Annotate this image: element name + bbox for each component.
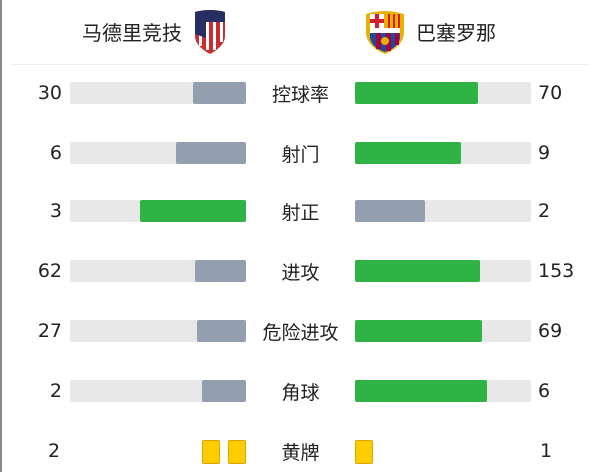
away-bar-track xyxy=(355,82,531,104)
yellow-card-icon xyxy=(355,440,373,464)
home-value: 2 xyxy=(48,440,61,462)
barcelona-crest-icon xyxy=(366,11,404,54)
stat-row: 30 控球率 70 xyxy=(0,78,600,108)
away-bar-fill xyxy=(355,260,481,282)
away-bar-track xyxy=(355,320,531,342)
away-value: 9 xyxy=(538,142,551,164)
stat-label: 控球率 xyxy=(271,84,329,106)
home-bar-track xyxy=(70,142,246,164)
away-bar-fill xyxy=(355,200,426,222)
away-team-name: 巴塞罗那 xyxy=(416,20,496,45)
away-bar-track xyxy=(355,200,531,222)
stat-row: 2 角球 6 xyxy=(0,376,600,406)
away-bar-fill xyxy=(355,82,479,104)
home-value: 3 xyxy=(49,200,62,222)
home-bar-track xyxy=(70,200,246,222)
home-bar-track xyxy=(70,260,246,282)
yellow-card-icon xyxy=(202,440,220,464)
away-bar-fill xyxy=(355,320,482,342)
stat-label: 射门 xyxy=(281,144,320,166)
stat-row: 3 射正 2 xyxy=(0,196,600,226)
away-bar-track xyxy=(355,380,531,402)
home-value: 27 xyxy=(37,320,62,342)
home-bar-fill xyxy=(193,82,246,104)
stat-label: 进攻 xyxy=(281,262,320,284)
away-bar-track xyxy=(355,142,531,164)
away-value: 2 xyxy=(538,200,551,222)
home-value: 6 xyxy=(49,142,62,164)
away-value: 1 xyxy=(540,440,553,462)
atletico-crest-icon xyxy=(195,10,225,54)
stat-label: 危险进攻 xyxy=(262,322,339,344)
home-value: 2 xyxy=(49,380,62,402)
away-value: 69 xyxy=(538,320,563,342)
home-team[interactable]: 马德里竞技 xyxy=(82,8,228,54)
stat-row: 62 进攻 153 xyxy=(0,256,600,286)
home-bar-fill xyxy=(202,380,246,402)
away-bar-track xyxy=(355,260,531,282)
away-team[interactable]: 巴塞罗那 xyxy=(362,8,496,54)
left-edge xyxy=(0,0,2,472)
stat-row-yellow-cards: 2 黄牌 1 xyxy=(0,436,600,466)
home-bar-track xyxy=(70,320,246,342)
away-bar-fill xyxy=(355,142,461,164)
stat-row: 6 射门 9 xyxy=(0,138,600,168)
yellow-card-icon xyxy=(228,440,246,464)
away-bar-fill xyxy=(355,380,487,402)
divider xyxy=(12,64,588,65)
home-bar-fill xyxy=(196,320,246,342)
away-value: 6 xyxy=(538,380,551,402)
home-bar-track xyxy=(70,82,246,104)
away-value: 153 xyxy=(538,260,575,282)
stat-label: 射正 xyxy=(281,202,320,224)
home-bar-track xyxy=(70,380,246,402)
away-value: 70 xyxy=(538,82,563,104)
home-team-name: 马德里竞技 xyxy=(82,20,182,45)
home-bar-fill xyxy=(175,142,246,164)
stat-label: 黄牌 xyxy=(281,442,320,464)
home-bar-fill xyxy=(195,260,246,282)
home-value: 30 xyxy=(37,82,62,104)
stat-row: 27 危险进攻 69 xyxy=(0,316,600,346)
home-value: 62 xyxy=(37,260,62,282)
home-bar-fill xyxy=(140,200,246,222)
stat-label: 角球 xyxy=(281,382,320,404)
